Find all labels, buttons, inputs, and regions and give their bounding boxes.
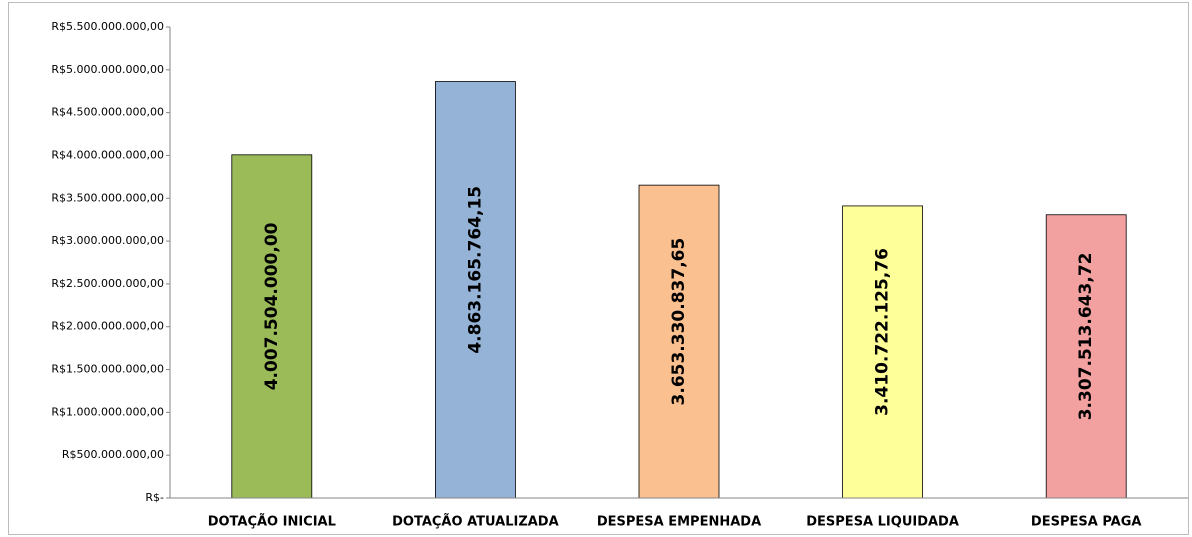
bar (434, 81, 516, 499)
y-tick-label: R$4.500.000.000,00 (51, 106, 164, 119)
y-tick-label: R$3.500.000.000,00 (51, 191, 164, 204)
y-tick-label: R$5.000.000.000,00 (51, 63, 164, 76)
x-tick-label: DESPESA PAGA (1031, 515, 1142, 530)
value-label: 3.410.722.125,76 (873, 248, 893, 416)
x-tick-label: DESPESA EMPENHADA (597, 515, 761, 530)
x-tick-label: DOTAÇÃO INICIAL (208, 514, 336, 530)
y-tick-label: R$4.000.000.000,00 (51, 148, 164, 161)
value-label: 4.007.504.000,00 (262, 222, 282, 390)
bar (231, 154, 313, 499)
bar (638, 184, 720, 499)
y-tick-label: R$500.000.000,00 (62, 448, 164, 461)
y-tick-label: R$3.000.000.000,00 (51, 234, 164, 247)
value-label: 3.307.513.643,72 (1076, 252, 1096, 420)
y-tick-label: R$2.000.000.000,00 (51, 320, 164, 333)
value-label: 3.653.330.837,65 (669, 238, 689, 406)
y-tick-label: R$2.500.000.000,00 (51, 277, 164, 290)
bar (842, 205, 923, 499)
y-tick-label: R$5.500.000.000,00 (51, 20, 164, 33)
x-tick-label: DESPESA LIQUIDADA (806, 515, 959, 530)
y-tick-label: R$1.500.000.000,00 (51, 363, 164, 376)
y-tick-label: R$- (145, 491, 164, 504)
chart-border (8, 2, 1189, 535)
bar (1045, 214, 1127, 499)
y-tick-label: R$1.000.000.000,00 (51, 405, 164, 418)
x-tick-label: DOTAÇÃO ATUALIZADA (392, 514, 559, 530)
value-label: 4.863.165.764,15 (465, 186, 485, 354)
